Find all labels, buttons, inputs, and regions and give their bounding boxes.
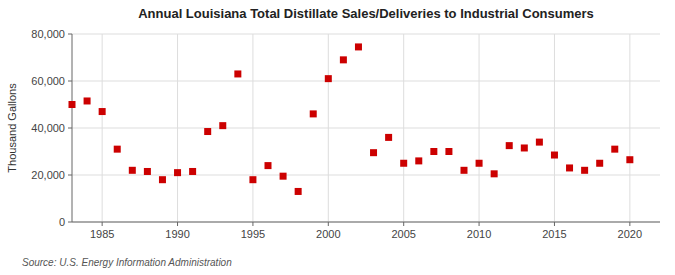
point bbox=[144, 168, 151, 175]
tick-mark bbox=[177, 222, 178, 226]
tick-label: 60,000 bbox=[31, 75, 65, 87]
point bbox=[521, 144, 528, 151]
y-axis-line bbox=[72, 34, 73, 222]
point bbox=[129, 167, 136, 174]
tick-mark bbox=[68, 128, 72, 129]
axes: 0 20,000 40,000 60,000 80,000 1985 1990 1995 200… bbox=[31, 28, 660, 240]
point bbox=[611, 146, 618, 153]
point bbox=[551, 152, 558, 159]
grid-line bbox=[102, 34, 103, 222]
point bbox=[400, 160, 407, 167]
tick-mark bbox=[68, 34, 72, 35]
point bbox=[491, 170, 498, 177]
tick-label: 1995 bbox=[241, 228, 265, 240]
point bbox=[566, 164, 573, 171]
source-note: Source: U.S. Energy Information Administ… bbox=[22, 257, 232, 268]
point bbox=[310, 110, 317, 117]
point bbox=[249, 176, 256, 183]
point bbox=[219, 122, 226, 129]
tick-label: 2020 bbox=[618, 228, 642, 240]
grid-line bbox=[629, 34, 630, 222]
y-axis-label: Thousand Gallons bbox=[6, 83, 18, 173]
tick-mark bbox=[554, 222, 555, 226]
tick-mark bbox=[479, 222, 480, 226]
point bbox=[84, 97, 91, 104]
point bbox=[415, 157, 422, 164]
grid bbox=[72, 34, 660, 222]
tick-label: 20,000 bbox=[31, 169, 65, 181]
title: Annual Louisiana Total Distillate Sales/… bbox=[138, 6, 594, 21]
x-axis-line bbox=[72, 222, 660, 223]
tick-label: 40,000 bbox=[31, 122, 65, 134]
point bbox=[159, 176, 166, 183]
tick-label: 2015 bbox=[542, 228, 566, 240]
point bbox=[114, 146, 121, 153]
tick-label: 1990 bbox=[165, 228, 189, 240]
tick-label: 80,000 bbox=[31, 28, 65, 40]
point bbox=[581, 167, 588, 174]
tick-mark bbox=[629, 222, 630, 226]
point bbox=[445, 148, 452, 155]
point bbox=[325, 75, 332, 82]
tick-label: 0 bbox=[59, 216, 65, 228]
point bbox=[99, 108, 106, 115]
tick-mark bbox=[328, 222, 329, 226]
point bbox=[370, 149, 377, 156]
point bbox=[234, 70, 241, 77]
point bbox=[506, 142, 513, 149]
grid-line bbox=[72, 222, 660, 223]
tick-mark bbox=[252, 222, 253, 226]
point bbox=[596, 160, 603, 167]
grid-line bbox=[252, 34, 253, 222]
point bbox=[69, 101, 76, 108]
point bbox=[189, 168, 196, 175]
tick-mark bbox=[102, 222, 103, 226]
tick-label: 2010 bbox=[467, 228, 491, 240]
tick-label: 2005 bbox=[391, 228, 415, 240]
grid-line bbox=[177, 34, 178, 222]
grid-line bbox=[72, 128, 660, 129]
points bbox=[69, 43, 634, 195]
point bbox=[174, 169, 181, 176]
grid-line bbox=[72, 81, 660, 82]
grid-line bbox=[479, 34, 480, 222]
grid-line bbox=[72, 34, 660, 35]
point bbox=[204, 128, 211, 135]
point bbox=[476, 160, 483, 167]
point bbox=[626, 156, 633, 163]
point bbox=[280, 173, 287, 180]
point bbox=[536, 139, 543, 146]
grid-line bbox=[72, 175, 660, 176]
tick-mark bbox=[68, 175, 72, 176]
grid-line bbox=[328, 34, 329, 222]
point bbox=[430, 148, 437, 155]
grid-line bbox=[554, 34, 555, 222]
tick-mark bbox=[68, 222, 72, 223]
point bbox=[340, 56, 347, 63]
tick-mark bbox=[68, 81, 72, 82]
point bbox=[265, 162, 272, 169]
point bbox=[461, 167, 468, 174]
tick-mark bbox=[403, 222, 404, 226]
chart-container: Annual Louisiana Total Distillate Sales/… bbox=[0, 0, 675, 275]
point bbox=[385, 134, 392, 141]
point bbox=[295, 188, 302, 195]
tick-label: 2000 bbox=[316, 228, 340, 240]
grid-line bbox=[403, 34, 404, 222]
tick-label: 1985 bbox=[90, 228, 114, 240]
point bbox=[355, 43, 362, 50]
chart: Annual Louisiana Total Distillate Sales/… bbox=[0, 0, 675, 275]
